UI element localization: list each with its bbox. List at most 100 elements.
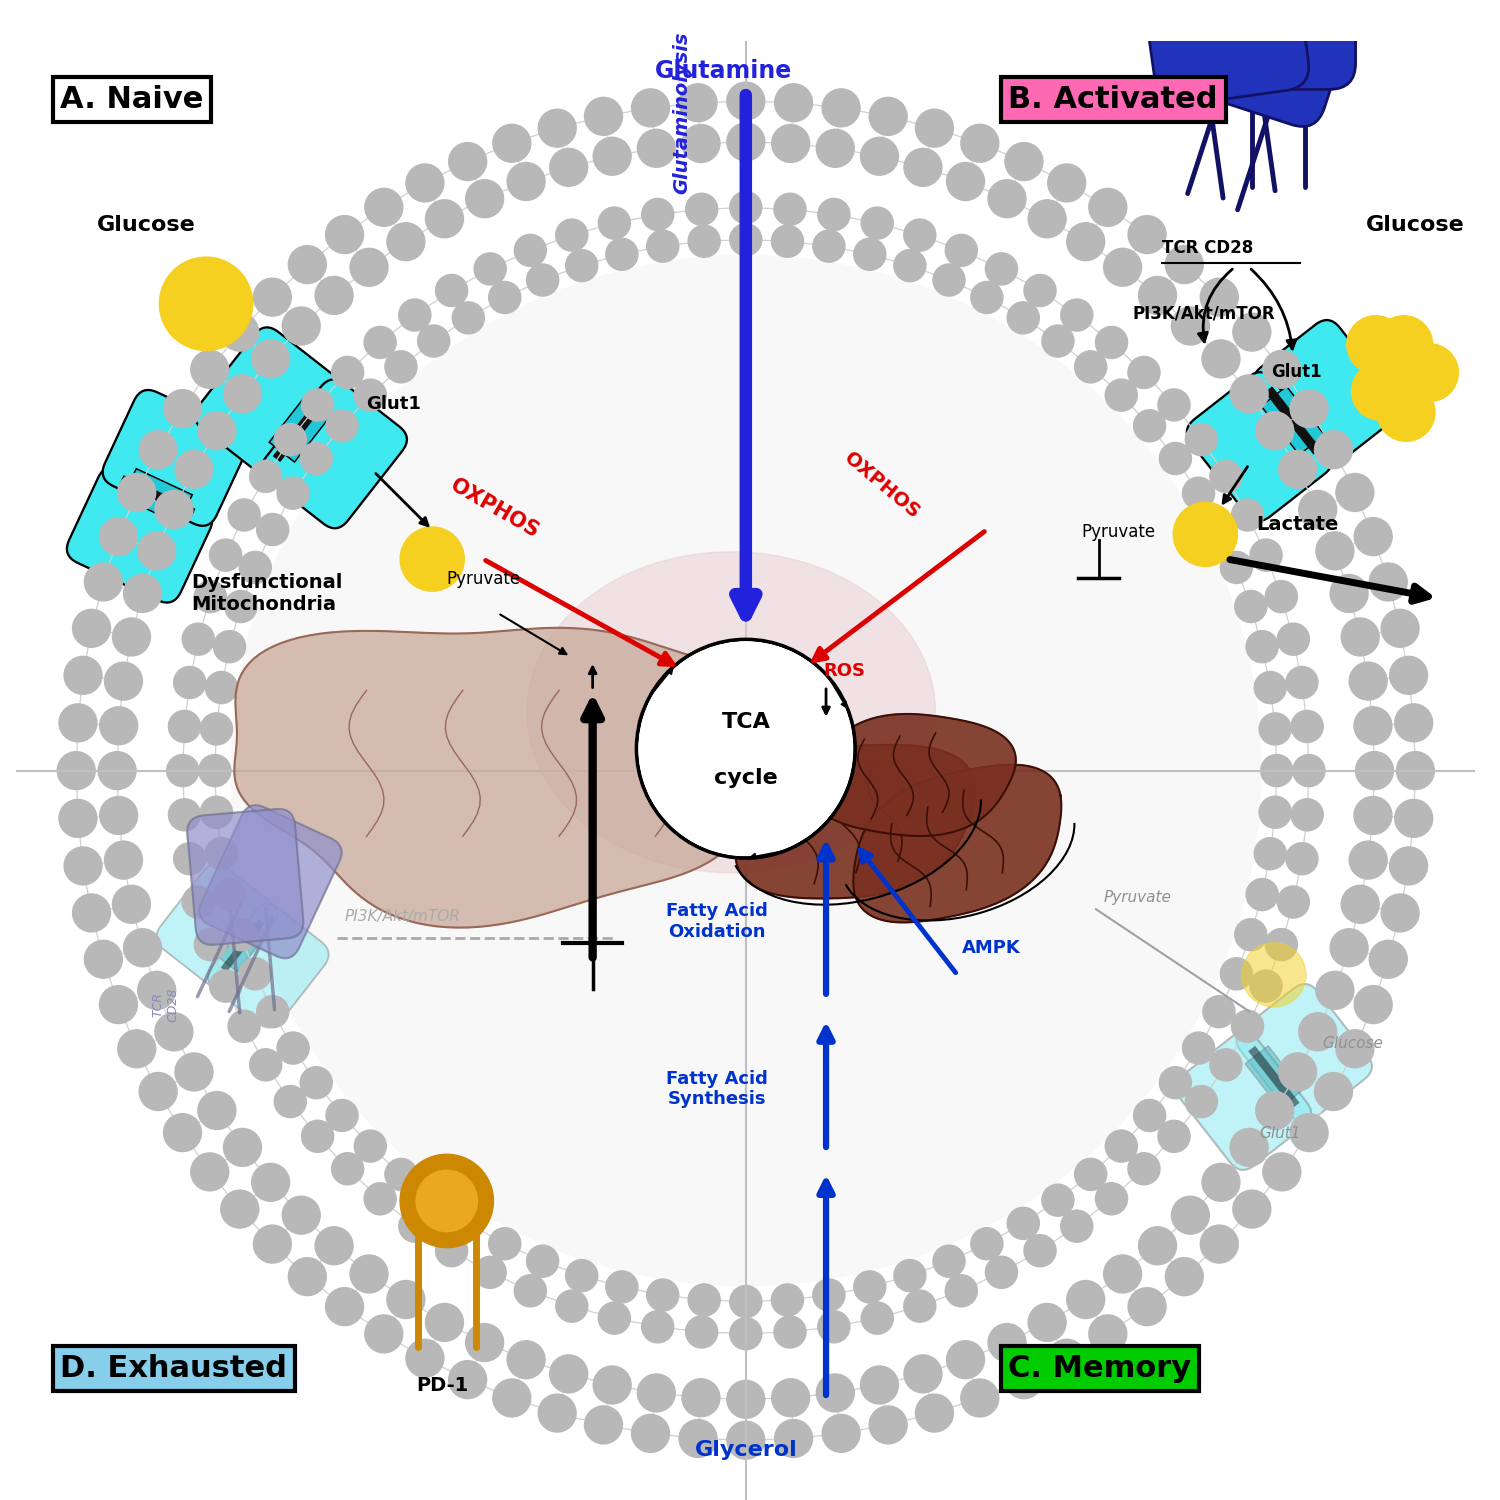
- Circle shape: [326, 216, 363, 254]
- Circle shape: [1128, 1152, 1160, 1185]
- FancyBboxPatch shape: [200, 806, 342, 958]
- Circle shape: [1106, 1130, 1137, 1162]
- Text: B. Activated: B. Activated: [1008, 86, 1218, 114]
- Circle shape: [1202, 1164, 1240, 1202]
- Bar: [1245, 1046, 1302, 1108]
- Circle shape: [99, 796, 138, 834]
- Circle shape: [99, 518, 138, 555]
- Circle shape: [154, 490, 194, 528]
- Circle shape: [387, 222, 424, 261]
- Circle shape: [494, 1378, 531, 1417]
- Circle shape: [538, 1394, 576, 1432]
- Circle shape: [1128, 357, 1160, 388]
- Circle shape: [682, 1378, 720, 1416]
- Circle shape: [112, 618, 150, 656]
- Text: Glucose: Glucose: [1322, 1036, 1383, 1052]
- Circle shape: [58, 800, 98, 837]
- Bar: [120, 476, 195, 518]
- Circle shape: [220, 1190, 258, 1228]
- Circle shape: [474, 1257, 506, 1288]
- Circle shape: [99, 706, 138, 744]
- Circle shape: [861, 1302, 894, 1334]
- Circle shape: [386, 351, 417, 382]
- Circle shape: [1314, 430, 1353, 468]
- Bar: [220, 920, 264, 972]
- Circle shape: [933, 1245, 964, 1276]
- Circle shape: [278, 477, 309, 508]
- Circle shape: [946, 1341, 984, 1378]
- Circle shape: [140, 1072, 177, 1110]
- Circle shape: [1352, 363, 1410, 420]
- Circle shape: [962, 124, 999, 162]
- Text: AMPK: AMPK: [962, 939, 1020, 957]
- Circle shape: [774, 1316, 806, 1348]
- FancyBboxPatch shape: [1236, 984, 1372, 1122]
- Circle shape: [210, 538, 242, 572]
- Circle shape: [1234, 918, 1268, 951]
- Circle shape: [730, 192, 762, 224]
- Circle shape: [1173, 503, 1238, 567]
- Circle shape: [1134, 1100, 1166, 1131]
- Circle shape: [182, 886, 214, 918]
- Circle shape: [730, 1317, 762, 1350]
- Circle shape: [282, 1196, 320, 1234]
- Circle shape: [274, 423, 306, 456]
- Circle shape: [962, 1378, 999, 1417]
- Text: Glut1: Glut1: [1260, 1126, 1300, 1142]
- Circle shape: [1203, 996, 1234, 1028]
- Circle shape: [1370, 562, 1407, 602]
- Circle shape: [688, 225, 720, 258]
- Circle shape: [1316, 532, 1354, 570]
- Text: Pyruvate: Pyruvate: [1102, 890, 1172, 904]
- Circle shape: [771, 1378, 810, 1416]
- Circle shape: [1203, 513, 1234, 546]
- Text: cycle: cycle: [714, 768, 777, 788]
- Circle shape: [64, 847, 102, 885]
- Circle shape: [1024, 1234, 1056, 1268]
- Circle shape: [686, 1316, 717, 1348]
- Circle shape: [1202, 340, 1240, 378]
- Circle shape: [1256, 411, 1293, 450]
- Circle shape: [1005, 1360, 1042, 1398]
- Text: Glut1: Glut1: [1270, 363, 1322, 381]
- Circle shape: [813, 230, 844, 262]
- FancyBboxPatch shape: [261, 380, 407, 528]
- Circle shape: [1266, 928, 1298, 960]
- Text: TCA: TCA: [722, 712, 771, 732]
- Circle shape: [1396, 752, 1434, 789]
- Circle shape: [168, 798, 201, 831]
- Circle shape: [816, 1374, 855, 1411]
- Circle shape: [176, 1053, 213, 1090]
- Circle shape: [771, 1284, 804, 1316]
- Circle shape: [1074, 351, 1107, 382]
- Circle shape: [252, 340, 290, 378]
- Circle shape: [1242, 942, 1306, 1006]
- Circle shape: [364, 327, 396, 358]
- Circle shape: [1246, 630, 1278, 663]
- FancyBboxPatch shape: [1186, 372, 1332, 520]
- Circle shape: [592, 138, 632, 176]
- Circle shape: [354, 380, 387, 411]
- Circle shape: [1106, 380, 1137, 411]
- Circle shape: [399, 298, 430, 332]
- Polygon shape: [735, 746, 975, 898]
- Circle shape: [945, 1275, 978, 1306]
- Circle shape: [364, 1182, 396, 1215]
- Circle shape: [566, 249, 598, 282]
- Circle shape: [1134, 410, 1166, 442]
- Circle shape: [606, 1270, 638, 1304]
- Circle shape: [556, 219, 588, 251]
- Circle shape: [686, 194, 717, 225]
- Circle shape: [1047, 1340, 1086, 1377]
- Circle shape: [315, 276, 352, 315]
- Circle shape: [489, 1227, 520, 1260]
- Text: Fatty Acid
Oxidation: Fatty Acid Oxidation: [666, 902, 768, 940]
- Text: TCR CD28: TCR CD28: [1161, 238, 1252, 256]
- Circle shape: [206, 672, 237, 704]
- Circle shape: [514, 234, 546, 267]
- Circle shape: [84, 562, 123, 602]
- Circle shape: [465, 1323, 504, 1362]
- Circle shape: [118, 474, 156, 512]
- Circle shape: [514, 1275, 546, 1306]
- Circle shape: [254, 1226, 291, 1263]
